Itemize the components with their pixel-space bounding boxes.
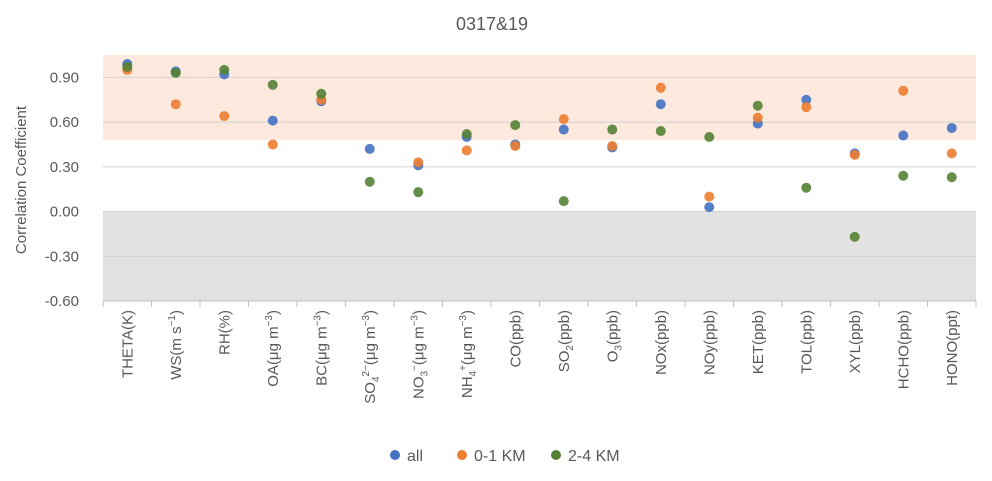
legend-marker — [551, 450, 561, 460]
y-tick-label: 0.60 — [50, 114, 79, 131]
data-point-all — [558, 124, 569, 135]
data-point-0-1-km — [898, 85, 909, 96]
y-tick-label: 0.30 — [50, 159, 79, 176]
data-point-2-4-km — [170, 67, 181, 78]
data-point-2-4-km — [946, 172, 957, 183]
x-tick-label: SO42−(μg m−3) — [361, 310, 382, 404]
data-point-0-1-km — [801, 102, 812, 113]
data-point-0-1-km — [704, 191, 715, 202]
data-point-all — [655, 99, 666, 110]
chart-title: 0317&19 — [456, 14, 528, 34]
x-tick-label: NOy(ppb) — [701, 310, 718, 375]
data-point-all — [267, 115, 278, 126]
x-tick-label: SO2(ppb) — [556, 310, 576, 372]
data-point-2-4-km — [607, 124, 618, 135]
x-tick-label: KET(ppb) — [750, 310, 767, 374]
data-point-0-1-km — [752, 112, 763, 123]
data-point-all — [946, 123, 957, 134]
data-point-2-4-km — [655, 126, 666, 137]
x-tick-label: BC(μg m−3) — [312, 310, 330, 386]
data-point-0-1-km — [267, 139, 278, 150]
shaded-bands — [103, 55, 976, 301]
data-point-all — [704, 202, 715, 213]
data-point-2-4-km — [558, 196, 569, 207]
x-tick-label: XYL(ppb) — [847, 310, 864, 373]
data-point-0-1-km — [607, 140, 618, 151]
legend: all 0-1 KM 2-4 KM — [390, 448, 620, 465]
data-point-2-4-km — [704, 132, 715, 142]
data-point-0-1-km — [510, 140, 521, 151]
y-tick-label: 0.00 — [50, 204, 79, 221]
data-point-0-1-km — [946, 148, 957, 159]
x-tick-label: THETA(K) — [119, 310, 136, 378]
y-tick-label: 0.90 — [50, 69, 79, 86]
data-point-0-1-km — [170, 99, 181, 110]
legend-label: all — [407, 448, 423, 465]
data-point-0-1-km — [461, 145, 472, 156]
x-tick-label: NH4+(μg m−3) — [458, 310, 479, 398]
data-point-2-4-km — [801, 182, 812, 193]
x-tick-label: WS(m s−1) — [167, 310, 185, 380]
y-tick-label: -0.60 — [45, 293, 79, 310]
data-point-2-4-km — [752, 100, 763, 111]
data-point-2-4-km — [364, 176, 375, 187]
legend-marker — [390, 450, 400, 460]
legend-label: 0-1 KM — [474, 448, 526, 465]
data-point-0-1-km — [558, 114, 569, 125]
x-tick-label: RH(%) — [216, 310, 233, 355]
x-tick-label: TOL(ppb) — [798, 310, 815, 374]
y-axis-ticks: 0.90 0.60 0.30 0.00 -0.30 -0.60 — [45, 69, 79, 310]
legend-label: 2-4 KM — [568, 448, 620, 465]
shaded-band — [103, 55, 976, 140]
data-point-2-4-km — [122, 61, 133, 72]
data-point-all — [801, 94, 812, 105]
x-tick-label: NOx(ppb) — [653, 310, 670, 375]
y-axis-label: Correlation Coefficient — [13, 105, 30, 254]
data-point-0-1-km — [849, 149, 860, 160]
data-point-2-4-km — [849, 231, 860, 242]
data-point-2-4-km — [461, 129, 472, 140]
legend-marker — [457, 450, 467, 460]
data-point-2-4-km — [267, 79, 278, 90]
x-tick-label: O3(ppb) — [604, 310, 624, 362]
y-tick-label: -0.30 — [45, 248, 79, 265]
data-point-0-1-km — [413, 157, 424, 168]
data-point-2-4-km — [898, 170, 909, 181]
data-point-all — [364, 143, 375, 154]
data-point-2-4-km — [219, 64, 230, 75]
x-axis: THETA(K) WS(m s−1) RH(%) OA(μg m−3) BC(μg m−… — [102, 300, 977, 404]
data-point-all — [898, 130, 909, 141]
data-point-2-4-km — [413, 187, 424, 198]
data-point-0-1-km — [219, 111, 230, 122]
data-point-2-4-km — [316, 88, 327, 99]
data-point-0-1-km — [655, 82, 666, 93]
data-points — [122, 58, 957, 242]
data-point-2-4-km — [510, 120, 521, 131]
x-tick-label: CO(ppb) — [507, 310, 524, 368]
x-tick-label: HONO(ppt) — [944, 310, 961, 386]
x-tick-label: HCHO(ppb) — [895, 310, 912, 389]
x-tick-label: NO3−(μg m−3) — [409, 310, 430, 399]
x-tick-label: OA(μg m−3) — [264, 310, 282, 387]
